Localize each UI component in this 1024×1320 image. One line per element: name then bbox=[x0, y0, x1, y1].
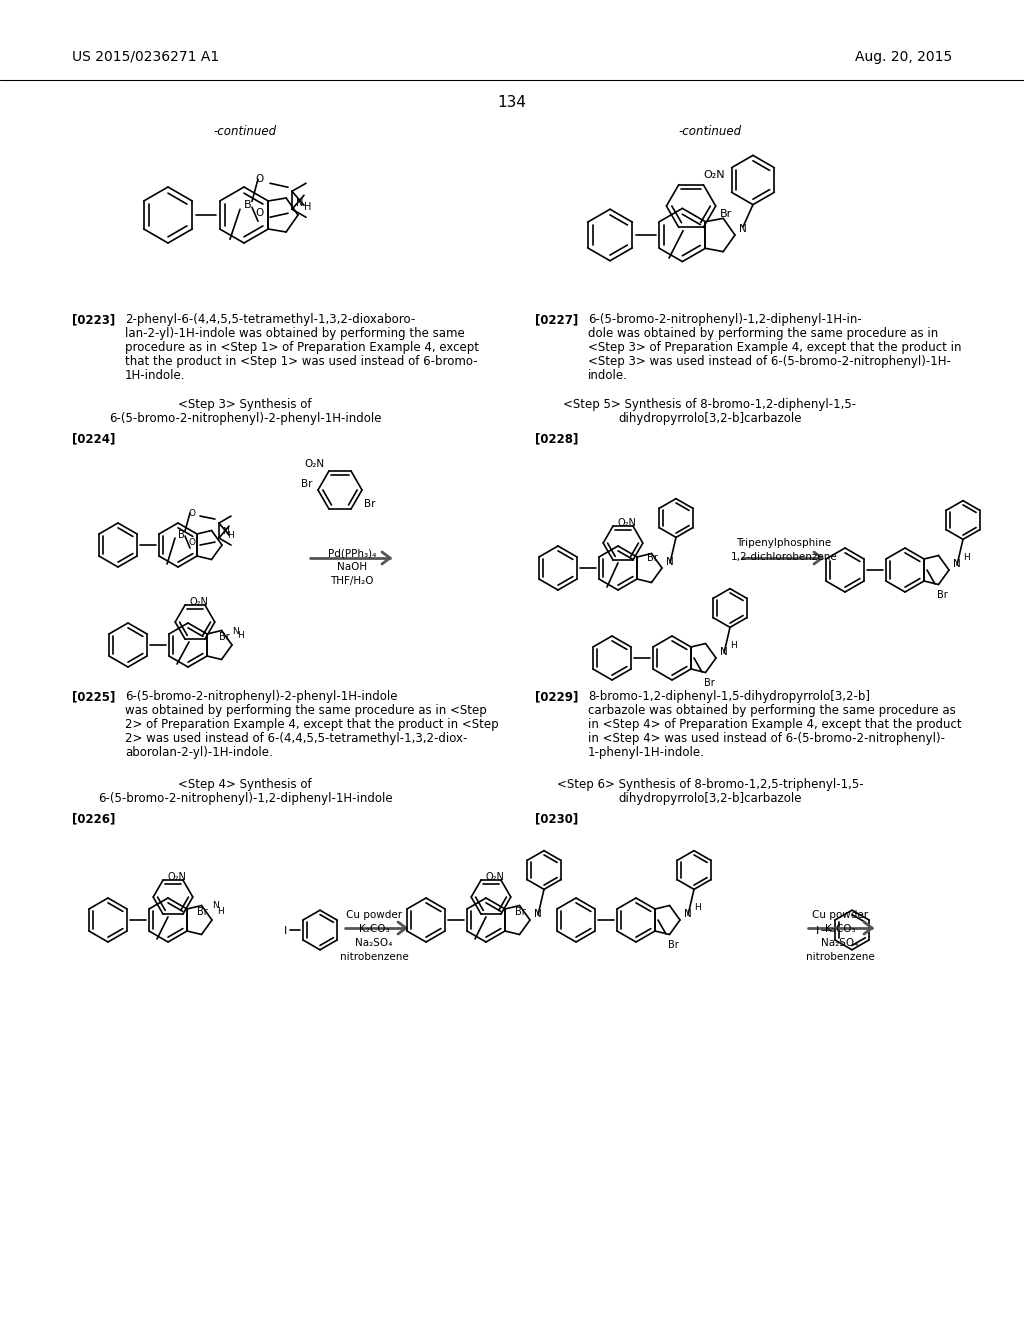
Text: O: O bbox=[188, 508, 196, 517]
Text: K₂CO₃: K₂CO₃ bbox=[824, 924, 855, 935]
Text: 6-(5-bromo-2-nitrophenyl)-2-phenyl-1H-indole: 6-(5-bromo-2-nitrophenyl)-2-phenyl-1H-in… bbox=[109, 412, 381, 425]
Text: H: H bbox=[694, 903, 700, 912]
Text: Br: Br bbox=[705, 678, 715, 688]
Text: Na₂SO₄: Na₂SO₄ bbox=[355, 939, 392, 948]
Text: [0229]: [0229] bbox=[535, 690, 579, 704]
Text: N: N bbox=[222, 527, 228, 536]
Text: N: N bbox=[720, 647, 728, 657]
Text: Pd(PPh₃)₄: Pd(PPh₃)₄ bbox=[328, 548, 376, 558]
Text: Tripenylphosphine: Tripenylphosphine bbox=[736, 539, 831, 548]
Text: Cu powder: Cu powder bbox=[812, 909, 868, 920]
Text: [0228]: [0228] bbox=[535, 432, 579, 445]
Text: 2-phenyl-6-(4,4,5,5-tetramethyl-1,3,2-dioxaboro-: 2-phenyl-6-(4,4,5,5-tetramethyl-1,3,2-di… bbox=[125, 313, 416, 326]
Text: that the product in <Step 1> was used instead of 6-bromo-: that the product in <Step 1> was used in… bbox=[125, 355, 477, 368]
Text: Br: Br bbox=[364, 499, 376, 510]
Text: aborolan-2-yl)-1H-indole.: aborolan-2-yl)-1H-indole. bbox=[125, 746, 272, 759]
Text: Br: Br bbox=[720, 209, 732, 219]
Text: N: N bbox=[739, 224, 746, 234]
Text: O₂N: O₂N bbox=[189, 597, 209, 607]
Text: -continued: -continued bbox=[679, 125, 741, 139]
Text: Br: Br bbox=[219, 632, 229, 642]
Text: [0227]: [0227] bbox=[535, 313, 579, 326]
Text: N: N bbox=[212, 902, 219, 911]
Text: 2> of Preparation Example 4, except that the product in <Step: 2> of Preparation Example 4, except that… bbox=[125, 718, 499, 731]
Text: 6-(5-bromo-2-nitrophenyl)-1,2-diphenyl-1H-indole: 6-(5-bromo-2-nitrophenyl)-1,2-diphenyl-1… bbox=[97, 792, 392, 805]
Text: Br: Br bbox=[937, 590, 948, 601]
Text: NaOH: NaOH bbox=[337, 562, 367, 572]
Text: dihydropyrrolo[3,2-b]carbazole: dihydropyrrolo[3,2-b]carbazole bbox=[618, 792, 802, 805]
Text: O₂N: O₂N bbox=[703, 170, 725, 181]
Text: O: O bbox=[256, 209, 264, 218]
Text: lan-2-yl)-1H-indole was obtained by performing the same: lan-2-yl)-1H-indole was obtained by perf… bbox=[125, 327, 465, 341]
Text: 6-(5-bromo-2-nitrophenyl)-1,2-diphenyl-1H-in-: 6-(5-bromo-2-nitrophenyl)-1,2-diphenyl-1… bbox=[588, 313, 862, 326]
Text: Aug. 20, 2015: Aug. 20, 2015 bbox=[855, 50, 952, 63]
Text: H: H bbox=[963, 553, 970, 562]
Text: dole was obtained by performing the same procedure as in: dole was obtained by performing the same… bbox=[588, 327, 938, 341]
Text: US 2015/0236271 A1: US 2015/0236271 A1 bbox=[72, 50, 219, 63]
Text: Br: Br bbox=[515, 907, 525, 917]
Text: Na₂SO₄: Na₂SO₄ bbox=[821, 939, 859, 948]
Text: <Step 3> Synthesis of: <Step 3> Synthesis of bbox=[178, 399, 311, 411]
Text: I: I bbox=[285, 927, 288, 936]
Text: N: N bbox=[953, 558, 961, 569]
Text: K₂CO₃: K₂CO₃ bbox=[358, 924, 389, 935]
Text: Br: Br bbox=[197, 907, 208, 917]
Text: 1,2-dichlorobenzene: 1,2-dichlorobenzene bbox=[731, 552, 838, 562]
Text: <Step 5> Synthesis of 8-bromo-1,2-diphenyl-1,5-: <Step 5> Synthesis of 8-bromo-1,2-diphen… bbox=[563, 399, 856, 411]
Text: 1-phenyl-1H-indole.: 1-phenyl-1H-indole. bbox=[588, 746, 705, 759]
Text: THF/H₂O: THF/H₂O bbox=[331, 576, 374, 586]
Text: H: H bbox=[217, 907, 224, 916]
Text: O₂N: O₂N bbox=[168, 873, 186, 882]
Text: carbazole was obtained by performing the same procedure as: carbazole was obtained by performing the… bbox=[588, 704, 955, 717]
Text: N: N bbox=[684, 909, 692, 919]
Text: O₂N: O₂N bbox=[485, 873, 505, 882]
Text: 1H-indole.: 1H-indole. bbox=[125, 370, 185, 381]
Text: nitrobenzene: nitrobenzene bbox=[806, 952, 874, 962]
Text: O: O bbox=[256, 174, 264, 185]
Text: Br: Br bbox=[668, 940, 679, 950]
Text: in <Step 4> of Preparation Example 4, except that the product: in <Step 4> of Preparation Example 4, ex… bbox=[588, 718, 962, 731]
Text: N: N bbox=[534, 909, 542, 919]
Text: B: B bbox=[244, 201, 252, 210]
Text: was obtained by performing the same procedure as in <Step: was obtained by performing the same proc… bbox=[125, 704, 486, 717]
Text: Br: Br bbox=[647, 553, 657, 564]
Text: B: B bbox=[177, 531, 184, 540]
Text: 134: 134 bbox=[498, 95, 526, 110]
Text: <Step 3> of Preparation Example 4, except that the product in: <Step 3> of Preparation Example 4, excep… bbox=[588, 341, 962, 354]
Text: 6-(5-bromo-2-nitrophenyl)-2-phenyl-1H-indole: 6-(5-bromo-2-nitrophenyl)-2-phenyl-1H-in… bbox=[125, 690, 397, 704]
Text: [0226]: [0226] bbox=[72, 812, 116, 825]
Text: [0230]: [0230] bbox=[535, 812, 579, 825]
Text: 2> was used instead of 6-(4,4,5,5-tetramethyl-1,3,2-diox-: 2> was used instead of 6-(4,4,5,5-tetram… bbox=[125, 733, 467, 744]
Text: <Step 6> Synthesis of 8-bromo-1,2,5-triphenyl-1,5-: <Step 6> Synthesis of 8-bromo-1,2,5-trip… bbox=[557, 777, 863, 791]
Text: H: H bbox=[730, 642, 736, 651]
Text: [0223]: [0223] bbox=[72, 313, 116, 326]
Text: N: N bbox=[232, 627, 239, 635]
Text: Cu powder: Cu powder bbox=[346, 909, 402, 920]
Text: Br: Br bbox=[301, 479, 313, 488]
Text: O: O bbox=[188, 537, 196, 546]
Text: 8-bromo-1,2-diphenyl-1,5-dihydropyrrolo[3,2-b]: 8-bromo-1,2-diphenyl-1,5-dihydropyrrolo[… bbox=[588, 690, 870, 704]
Text: I: I bbox=[816, 927, 819, 936]
Text: dihydropyrrolo[3,2-b]carbazole: dihydropyrrolo[3,2-b]carbazole bbox=[618, 412, 802, 425]
Text: procedure as in <Step 1> of Preparation Example 4, except: procedure as in <Step 1> of Preparation … bbox=[125, 341, 479, 354]
Text: nitrobenzene: nitrobenzene bbox=[340, 952, 409, 962]
Text: in <Step 4> was used instead of 6-(5-bromo-2-nitrophenyl)-: in <Step 4> was used instead of 6-(5-bro… bbox=[588, 733, 945, 744]
Text: O₂N: O₂N bbox=[617, 519, 637, 528]
Text: H: H bbox=[304, 202, 311, 213]
Text: N: N bbox=[296, 198, 303, 209]
Text: <Step 3> was used instead of 6-(5-bromo-2-nitrophenyl)-1H-: <Step 3> was used instead of 6-(5-bromo-… bbox=[588, 355, 951, 368]
Text: H: H bbox=[227, 532, 233, 540]
Text: <Step 4> Synthesis of: <Step 4> Synthesis of bbox=[178, 777, 312, 791]
Text: [0225]: [0225] bbox=[72, 690, 116, 704]
Text: O₂N: O₂N bbox=[304, 459, 324, 469]
Text: [0224]: [0224] bbox=[72, 432, 116, 445]
Text: H: H bbox=[237, 631, 244, 640]
Text: indole.: indole. bbox=[588, 370, 628, 381]
Text: N: N bbox=[666, 557, 674, 568]
Text: -continued: -continued bbox=[213, 125, 276, 139]
